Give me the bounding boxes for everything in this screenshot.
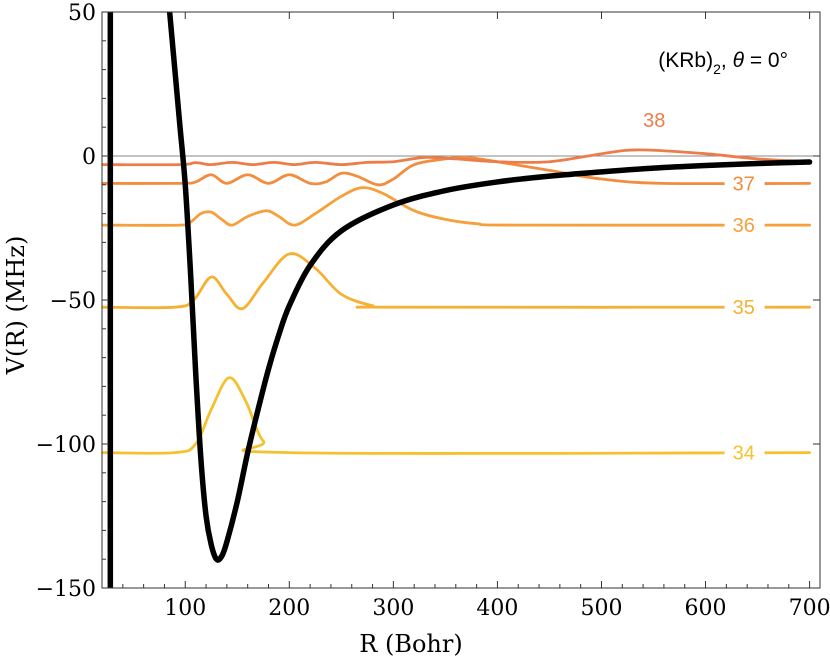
level-38-label: 38	[643, 110, 665, 132]
x-tick-label: 300	[372, 596, 414, 621]
vibrational-levels	[102, 148, 811, 455]
level-34-curve	[102, 376, 811, 455]
x-tick-label: 400	[476, 596, 518, 621]
level-34-label-bg	[724, 442, 765, 463]
level-38-curve	[102, 148, 811, 167]
y-tick-label: −50	[50, 289, 96, 314]
level-37-label: 37	[733, 173, 755, 195]
x-tick-label: 100	[164, 596, 206, 621]
level-35-label-bg	[724, 297, 765, 318]
y-axis-title: V(R) (MHz)	[2, 236, 30, 376]
y-tick-label: 50	[68, 1, 96, 26]
level-37-curve	[102, 155, 811, 187]
level-36-curve	[102, 186, 811, 227]
level-36-label: 36	[733, 215, 755, 237]
y-tick-label: −150	[36, 577, 96, 602]
y-tick-label: −100	[36, 433, 96, 458]
x-axis-title: R (Bohr)	[359, 630, 462, 658]
x-tick-label: 500	[580, 596, 622, 621]
level-35-label: 35	[733, 297, 755, 319]
y-tick-label: 0	[82, 145, 96, 170]
axes-frame	[101, 11, 821, 589]
level-35-curve	[102, 252, 811, 311]
potential-curve-group	[107, 12, 813, 588]
level-34-label: 34	[733, 443, 755, 465]
x-tick-label: 600	[685, 596, 727, 621]
level-37-label-bg	[724, 173, 765, 194]
x-tick-label: 200	[268, 596, 310, 621]
potential-curve	[166, 12, 813, 563]
level-36-label-bg	[724, 215, 765, 236]
x-tick-label: 700	[789, 596, 830, 621]
plot-frame	[101, 11, 821, 589]
annotation: (KRb)2, θ = 0°	[658, 49, 788, 77]
